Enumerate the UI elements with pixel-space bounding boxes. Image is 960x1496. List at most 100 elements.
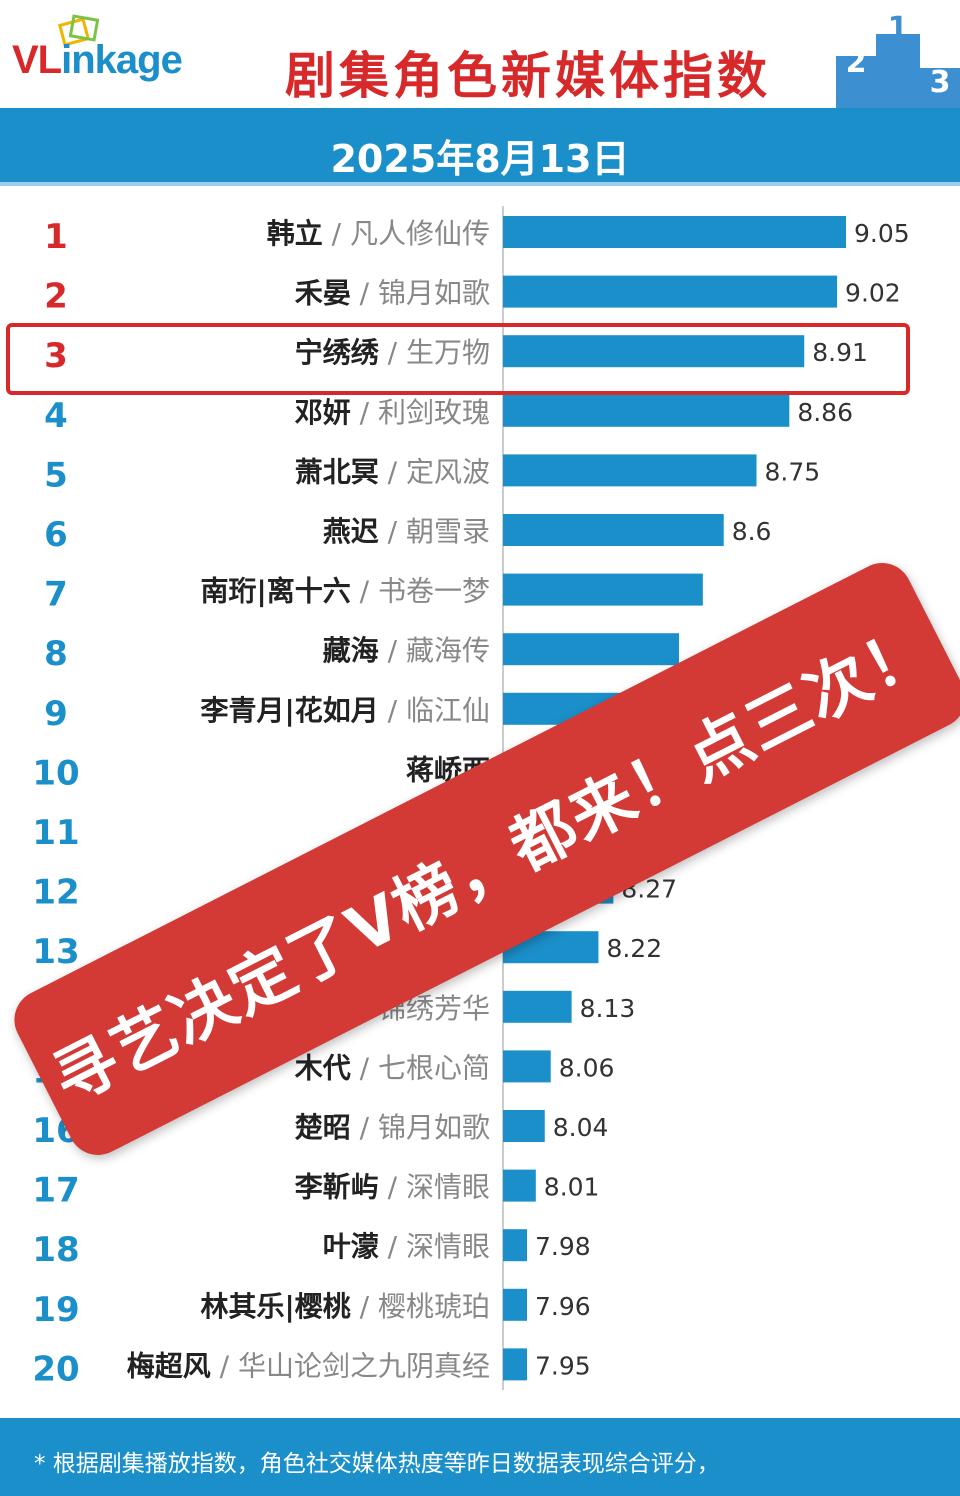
character-name: 韩立	[267, 217, 323, 250]
row-label: 木代 / 七根心简	[294, 1051, 490, 1084]
character-name: 禾晏	[295, 277, 351, 310]
rank-number: 8	[44, 634, 68, 674]
value-label: 8.13	[580, 994, 636, 1023]
rank-number: 7	[44, 575, 68, 615]
rank-number: 13	[32, 932, 79, 972]
value-label: 8.91	[812, 338, 868, 367]
row-label: 藏海 / 藏海传	[323, 634, 490, 667]
rank-number: 12	[32, 873, 79, 913]
podium-digit-3: 3	[930, 65, 951, 100]
show-name: / 朝雪录	[379, 515, 490, 548]
row-label: 李靳屿 / 深情眼	[295, 1171, 490, 1204]
value-label: 8.06	[559, 1053, 615, 1082]
show-name: / 樱桃琥珀	[351, 1290, 490, 1323]
value-label: 7.96	[535, 1292, 591, 1321]
vlinkage-logo: VLinkage	[12, 38, 183, 82]
value-label: 9.02	[845, 279, 901, 308]
row-label: 李青月|花如月 / 临江仙	[201, 694, 490, 727]
footer: * 根据剧集播放指数，角色社交媒体热度等昨日数据表现综合评分，	[0, 1418, 960, 1496]
rank-number: 10	[32, 753, 79, 793]
show-name: / 深情眼	[379, 1230, 490, 1263]
podium-digit-2: 2	[846, 45, 867, 80]
rank-number: 3	[44, 336, 68, 376]
bar-rank-3	[503, 335, 805, 368]
character-name: 林其乐|樱桃	[201, 1290, 351, 1323]
character-name: 藏海	[323, 634, 379, 667]
value-label: 8.75	[765, 457, 821, 486]
show-name: / 锦月如歌	[351, 277, 490, 310]
value-label: 7.98	[535, 1232, 591, 1261]
date-band: 2025年8月13日	[0, 108, 960, 186]
rank-number: 18	[32, 1230, 79, 1270]
value-label: 8.6	[732, 517, 772, 546]
row-label: 南珩|离十六 / 书卷一梦	[201, 575, 490, 608]
value-label: 8.22	[606, 934, 662, 963]
row-label: 萧北冥 / 定风波	[295, 455, 490, 488]
character-name: 楚昭	[295, 1111, 351, 1144]
show-name: / 七根心简	[351, 1051, 490, 1084]
rank-3-highlight-box	[6, 323, 910, 395]
rank-number: 9	[44, 694, 68, 734]
logo-mark-icon	[58, 14, 100, 47]
rank-number: 17	[32, 1171, 79, 1211]
character-name: 邓妍	[295, 396, 351, 429]
show-name: / 锦月如歌	[351, 1111, 490, 1144]
show-name: / 深情眼	[379, 1171, 490, 1204]
character-name: 燕迟	[323, 515, 379, 548]
show-name: / 利剑玫瑰	[351, 396, 490, 429]
character-name: 叶濛	[323, 1230, 379, 1263]
value-label: 7.95	[535, 1351, 591, 1380]
show-name: / 华山论剑之九阴真经	[211, 1349, 490, 1382]
row-label: 邓妍 / 利剑玫瑰	[295, 396, 490, 429]
footnote: * 根据剧集播放指数，角色社交媒体热度等昨日数据表现综合评分，	[34, 1451, 720, 1477]
row-label: 禾晏 / 锦月如歌	[295, 277, 490, 310]
character-name: 宁绣绣	[295, 336, 380, 369]
bar-rank-5	[503, 454, 757, 487]
bar-rank-20	[503, 1348, 527, 1381]
bar-rank-7	[503, 573, 703, 606]
show-name: / 藏海传	[379, 634, 490, 667]
bar-rank-16	[503, 1110, 545, 1142]
show-name: / 定风波	[379, 455, 490, 488]
character-name: 李靳屿	[295, 1171, 379, 1204]
rank-number: 6	[44, 515, 68, 555]
bar-rank-17	[503, 1169, 536, 1202]
bar-rank-4	[503, 394, 790, 427]
rank-number: 4	[44, 396, 68, 436]
date-label: 2025年8月13日	[330, 137, 630, 181]
row-label: 燕迟 / 朝雪录	[323, 515, 490, 548]
rank-number: 20	[32, 1349, 79, 1389]
value-label: 9.05	[854, 219, 910, 248]
value-label: 8.01	[544, 1173, 600, 1202]
bar-rank-15	[503, 1050, 551, 1083]
character-name: 萧北冥	[295, 455, 379, 488]
row-label: 林其乐|樱桃 / 樱桃琥珀	[201, 1290, 490, 1323]
rank-number: 1	[44, 217, 68, 257]
rank-number: 2	[44, 277, 68, 317]
show-name: / 书卷一梦	[351, 575, 490, 608]
show-name: / 临江仙	[379, 694, 490, 727]
value-label: 8.04	[553, 1113, 609, 1142]
rank-number: 11	[32, 813, 79, 853]
rank-number: 19	[32, 1290, 79, 1330]
header: VLinkage 剧集角色新媒体指数 2 1 3	[0, 0, 960, 108]
bar-rank-1	[503, 216, 846, 248]
bar-rank-2	[503, 275, 838, 308]
value-label: 8.86	[797, 398, 853, 427]
character-name: 南珩|离十六	[201, 575, 351, 608]
bar-rank-14	[503, 990, 572, 1023]
show-name: / 生万物	[379, 336, 490, 369]
show-name: / 凡人修仙传	[323, 217, 490, 250]
podium-digit-1: 1	[888, 12, 909, 46]
row-label: 叶濛 / 深情眼	[323, 1230, 490, 1263]
bar-rank-6	[503, 514, 724, 546]
page-title: 剧集角色新媒体指数	[285, 47, 771, 105]
podium-icon: 2 1 3	[836, 12, 960, 108]
bar-rank-19	[503, 1288, 527, 1321]
row-label: 楚昭 / 锦月如歌	[295, 1111, 490, 1144]
row-label: 梅超风 / 华山论剑之九阴真经	[127, 1349, 490, 1382]
character-name: 李青月|花如月	[201, 694, 379, 727]
row-label: 宁绣绣 / 生万物	[295, 336, 490, 369]
row-label: 韩立 / 凡人修仙传	[267, 217, 490, 250]
character-name: 梅超风	[127, 1349, 211, 1382]
